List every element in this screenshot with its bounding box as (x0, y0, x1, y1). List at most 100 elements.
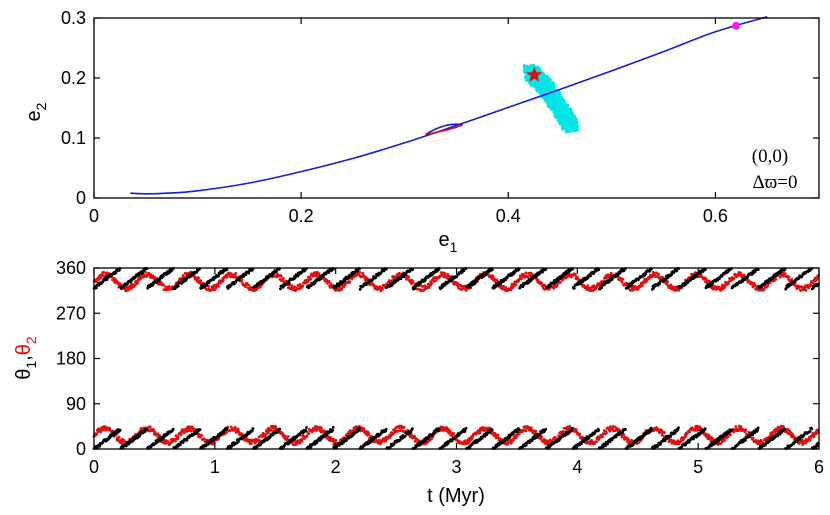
theta2-point (411, 281, 415, 284)
theta2-point (217, 284, 221, 288)
theta1-point (251, 427, 255, 430)
cloud-point (549, 97, 553, 101)
top-x-axis-label: e1 (439, 229, 458, 255)
theta2-point (197, 276, 200, 280)
cloud-point (554, 102, 558, 106)
theta1-point (279, 287, 282, 291)
theta2-point (666, 280, 669, 284)
theta1-point (176, 284, 180, 288)
theta2-point (430, 282, 433, 285)
theta2-point (739, 425, 743, 428)
theta2-point (723, 438, 727, 442)
cloud-point (548, 101, 552, 105)
theta2-point (340, 287, 344, 291)
theta2-point (367, 433, 371, 437)
annotation-resonance: (0,0) (752, 146, 788, 167)
theta2-point (491, 274, 495, 278)
annotation-delta-varpi: Δϖ=0 (753, 172, 798, 193)
theta2-point (221, 279, 225, 283)
theta2-point (657, 273, 660, 276)
cloud-point (541, 89, 546, 93)
theta2-point (148, 425, 152, 429)
cloud-point (543, 98, 547, 102)
cloud-point (562, 106, 566, 110)
cloud-point (552, 104, 556, 108)
theta2-point (663, 431, 666, 434)
curve-series-0 (130, 16, 768, 195)
theta2-point (300, 440, 304, 443)
theta2-point (605, 431, 608, 435)
theta2-point (540, 281, 543, 285)
theta2-point (812, 435, 816, 439)
theta2-point (753, 283, 757, 287)
cloud-point (523, 70, 527, 74)
theta2-point (407, 275, 411, 279)
theta2-point (234, 272, 238, 275)
top-panel-e1-e2: 0 0.2 0.4 0.600.10.20.3 e1 e2 (0,0) Δϖ=0 (23, 8, 820, 255)
theta2-point (402, 425, 406, 429)
cloud-point (548, 78, 552, 82)
theta2-point (774, 277, 778, 281)
theta2-point (162, 283, 165, 287)
theta1-point (287, 281, 291, 285)
theta2-point (726, 435, 730, 439)
cloud-point (548, 94, 552, 98)
cloud-point (569, 109, 573, 113)
cloud-point (559, 122, 563, 126)
circle-marker (732, 21, 741, 30)
theta2-point (529, 426, 533, 429)
top-panel-markers (526, 21, 741, 82)
theta2-point (225, 276, 229, 279)
top-y-tick-label: 0.1 (61, 128, 86, 148)
theta2-point (595, 440, 598, 444)
theta2-point (581, 435, 584, 439)
theta2-point (281, 276, 285, 280)
theta2-point (787, 275, 791, 279)
theta2-point (568, 424, 572, 428)
theta2-point (540, 435, 544, 439)
theta2-point (578, 432, 582, 436)
cloud-point (575, 120, 579, 124)
theta2-point (790, 278, 794, 281)
theta1-point (179, 443, 182, 447)
cloud-point (564, 130, 568, 134)
top-x-tick-label: 0.2 (289, 206, 314, 226)
theta2-point (449, 429, 452, 433)
theta2-point (504, 286, 508, 289)
theta2-point (309, 277, 312, 281)
theta1-point (244, 273, 248, 277)
cloud-point (559, 95, 563, 99)
top-y-tick-label: 0.3 (61, 8, 86, 28)
cloud-point (561, 124, 565, 128)
theta2-point (815, 277, 819, 281)
theta2-point (808, 439, 812, 442)
theta2-point (478, 431, 482, 435)
theta2-point (279, 274, 283, 278)
theta2-point (305, 434, 309, 438)
theta2-point (237, 428, 240, 431)
theta2-point (586, 284, 590, 288)
theta2-point (496, 433, 500, 437)
theta2-point (559, 280, 562, 284)
cloud-point (565, 117, 569, 121)
cloud-point (564, 112, 568, 116)
theta1-point (225, 426, 229, 430)
theta2-point (99, 276, 103, 280)
theta2-point (381, 287, 384, 291)
cloud-point (568, 114, 573, 118)
theta2-point (307, 432, 311, 436)
theta2-point (575, 428, 578, 431)
theta2-point (179, 433, 183, 437)
theta2-point (783, 272, 787, 275)
theta2-point (641, 284, 644, 287)
top-y-axis-label: e2 (23, 102, 49, 121)
theta1-point (222, 431, 226, 434)
theta2-point (189, 429, 193, 433)
theta2-point (452, 432, 456, 435)
theta1-point (297, 273, 301, 277)
cloud-point (557, 119, 561, 123)
theta2-point (99, 430, 103, 434)
theta2-point (744, 428, 748, 432)
